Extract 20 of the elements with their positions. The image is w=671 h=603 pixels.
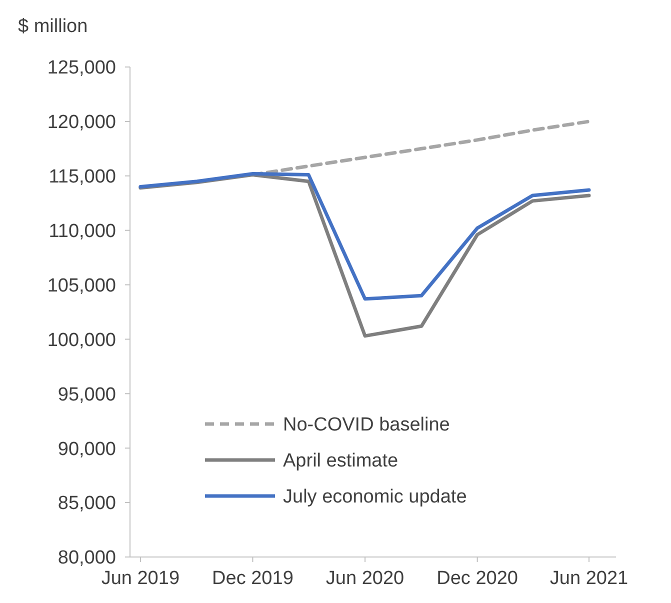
legend-label: April estimate (283, 450, 398, 472)
y-tick-label: 120,000 (47, 112, 116, 134)
y-tick-label: 115,000 (48, 166, 116, 188)
legend-label: July economic update (283, 486, 467, 508)
x-tick-label: Jun 2021 (550, 568, 628, 589)
x-tick-label: Jun 2019 (101, 568, 180, 589)
legend-label: No-COVID baseline (283, 414, 450, 436)
y-tick-label: 110,000 (48, 220, 116, 242)
line-series (138, 172, 591, 301)
y-tick-label: 105,000 (47, 275, 116, 296)
y-tick-label: 90,000 (58, 438, 116, 460)
x-tick-label: Dec 2020 (436, 568, 518, 589)
y-tick-label: 80,000 (58, 548, 116, 569)
y-tick-label: 125,000 (47, 58, 116, 79)
y-tick-label: 85,000 (58, 493, 116, 514)
y-tick-label: 100,000 (47, 330, 116, 351)
x-tick-label: Dec 2019 (212, 568, 294, 589)
y-tick-label: 95,000 (58, 384, 116, 406)
y-axis-title: $ million (18, 16, 88, 37)
x-tick-label: Jun 2020 (326, 568, 404, 589)
